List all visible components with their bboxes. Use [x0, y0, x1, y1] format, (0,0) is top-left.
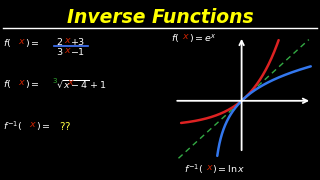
Text: $+3$: $+3$	[70, 36, 86, 47]
Text: $\sqrt{x-4}+1$: $\sqrt{x-4}+1$	[56, 78, 107, 90]
Text: $3$: $3$	[56, 46, 63, 57]
Text: $f($: $f($	[171, 32, 180, 44]
Text: $f($: $f($	[3, 78, 12, 90]
Text: $x$: $x$	[29, 120, 37, 129]
Text: $f^{-1}($: $f^{-1}($	[184, 163, 203, 177]
Text: $x$: $x$	[206, 163, 214, 172]
Text: $2$: $2$	[56, 36, 63, 47]
Text: $-1$: $-1$	[70, 46, 85, 57]
Text: $x$: $x$	[18, 37, 26, 46]
Text: $) =$: $) =$	[25, 78, 39, 90]
Text: $x$: $x$	[182, 32, 190, 41]
Text: $f($: $f($	[3, 37, 12, 49]
Text: $f^{-1}($: $f^{-1}($	[3, 120, 22, 133]
Text: $) =$: $) =$	[25, 37, 39, 49]
Text: $) = e^x$: $) = e^x$	[189, 32, 217, 45]
Text: Inverse Functions: Inverse Functions	[67, 8, 253, 27]
Text: $) = \ln x$: $) = \ln x$	[212, 163, 245, 175]
Text: $x$: $x$	[67, 78, 75, 87]
Text: $) =$: $) =$	[36, 120, 51, 132]
Text: $??$: $??$	[59, 120, 71, 132]
Text: $3$: $3$	[52, 76, 58, 85]
Text: $x$: $x$	[64, 36, 72, 45]
Text: $x$: $x$	[18, 78, 26, 87]
Text: $x$: $x$	[64, 46, 72, 55]
